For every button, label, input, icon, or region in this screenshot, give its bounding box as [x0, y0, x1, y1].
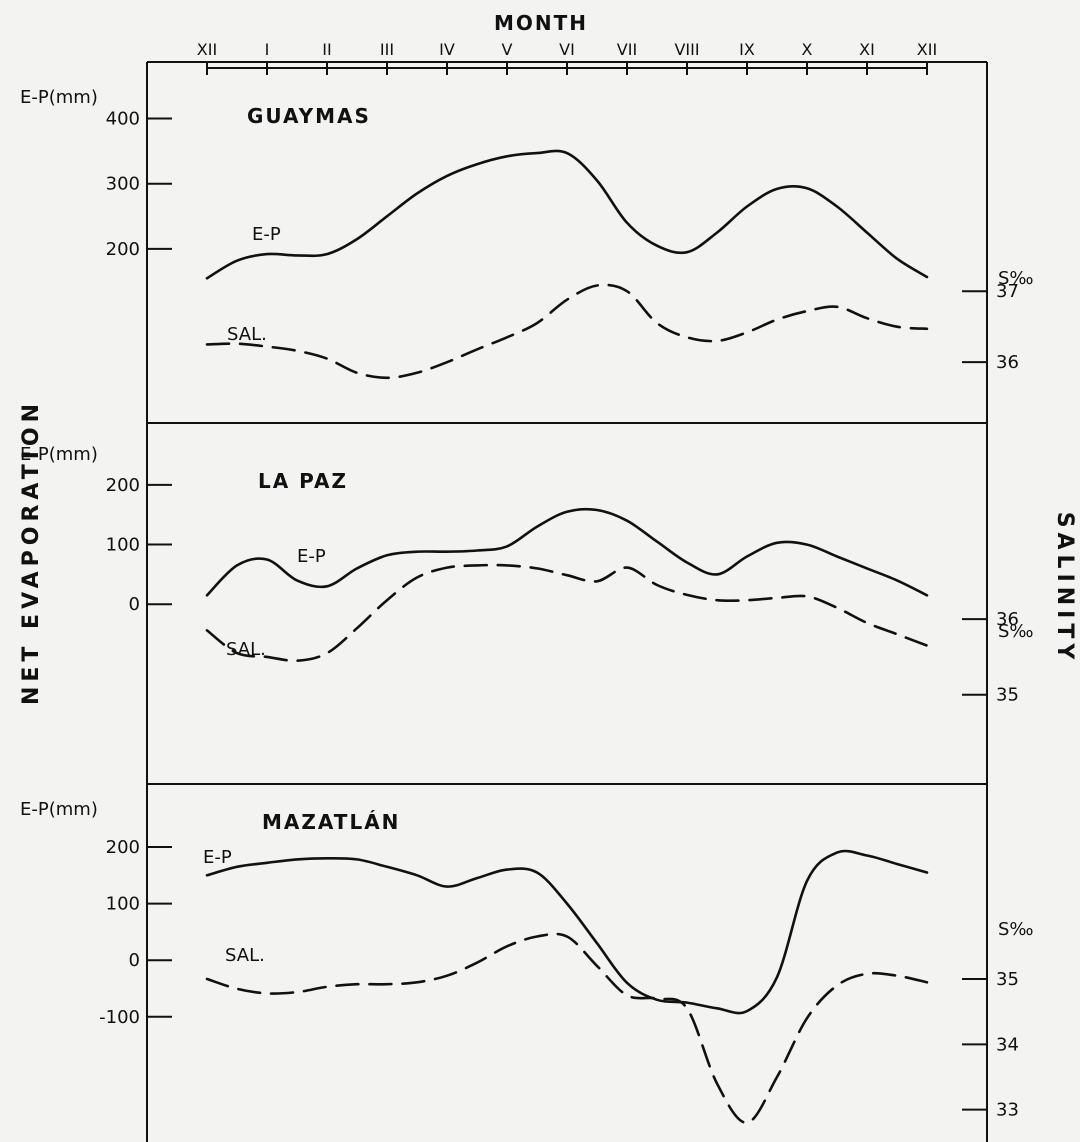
panel-3: MAZATLÁN E-P(mm) S‰ 200 100 0 -100 35 34 33 E-P SAL…: [20, 799, 1034, 1124]
salinity-series-line: [205, 563, 929, 663]
ep-tick-label: 100: [106, 535, 140, 556]
station-name: MAZATLÁN: [262, 810, 400, 834]
right-axis-title: SALINITY: [1052, 512, 1077, 665]
sal-series-label: SAL.: [227, 324, 267, 345]
month-tick-label: IV: [439, 40, 455, 59]
ep-unit-label: E-P(mm): [20, 87, 98, 108]
sal-tick-label: 35: [996, 685, 1019, 706]
month-tick-label: VII: [617, 40, 637, 59]
month-tick-label: X: [802, 40, 813, 59]
panel-2: LA PAZ E-P(mm) S‰ 200 100 0 36 35 E-P SAL.: [20, 444, 1034, 706]
ep-tick-label: 100: [106, 894, 140, 915]
sal-tick-label: 35: [996, 969, 1019, 990]
month-tick-label: V: [502, 40, 513, 59]
station-name: GUAYMAS: [247, 104, 371, 128]
ep-tick-label: 0: [129, 950, 140, 971]
x-axis-title: MONTH: [494, 11, 588, 35]
month-tick-label: I: [265, 40, 270, 59]
sal-tick-label: 34: [996, 1034, 1019, 1055]
month-tick-label: XII: [197, 40, 217, 59]
ep-tick-label: 300: [106, 174, 140, 195]
ep-tick-label: 400: [106, 109, 140, 130]
month-tick-label: III: [380, 40, 394, 59]
sal-tick-label: 37: [996, 281, 1019, 302]
sal-series-label: SAL.: [225, 945, 265, 966]
panel-1: GUAYMAS E-P(mm) S‰ 400 300 200 37 36 E-P SAL.: [20, 87, 1034, 380]
month-tick-label: XII: [917, 40, 937, 59]
ep-unit-label: E-P(mm): [20, 444, 98, 465]
sal-unit-label: S‰: [998, 919, 1034, 940]
month-tick-label: VI: [559, 40, 575, 59]
month-tick-label: IX: [739, 40, 755, 59]
sal-tick-label: 36: [996, 609, 1019, 630]
ep-series-label: E-P: [297, 546, 326, 567]
station-name: LA PAZ: [258, 469, 348, 493]
ep-tick-label: 200: [106, 475, 140, 496]
month-tick-label: VIII: [674, 40, 699, 59]
sal-unit-label: S‰: [998, 268, 1034, 289]
ep-series-line: [205, 849, 929, 1015]
month-tick-label: XI: [859, 40, 875, 59]
salinity-series-line: [205, 932, 929, 1124]
ep-tick-label: 200: [106, 239, 140, 260]
sal-series-label: SAL.: [226, 639, 266, 660]
sal-tick-label: 36: [996, 352, 1019, 373]
ep-series-label: E-P: [252, 224, 281, 245]
ep-series-line: [205, 507, 929, 597]
ep-series-label: E-P: [203, 847, 232, 868]
ep-tick-label: -100: [99, 1007, 140, 1028]
month-axis: XII I II III IV V VI VII VIII IX X XI XII: [197, 40, 937, 75]
salinity-series-line: [205, 283, 929, 380]
ep-unit-label: E-P(mm): [20, 799, 98, 820]
sal-tick-label: 33: [996, 1100, 1019, 1121]
ep-tick-label: 200: [106, 837, 140, 858]
month-tick-label: II: [322, 40, 331, 59]
left-axis-title: NET EVAPORATION: [19, 399, 44, 705]
ep-series-line: [205, 149, 929, 280]
ep-tick-label: 0: [129, 594, 140, 615]
sal-unit-label: S‰: [998, 621, 1034, 642]
